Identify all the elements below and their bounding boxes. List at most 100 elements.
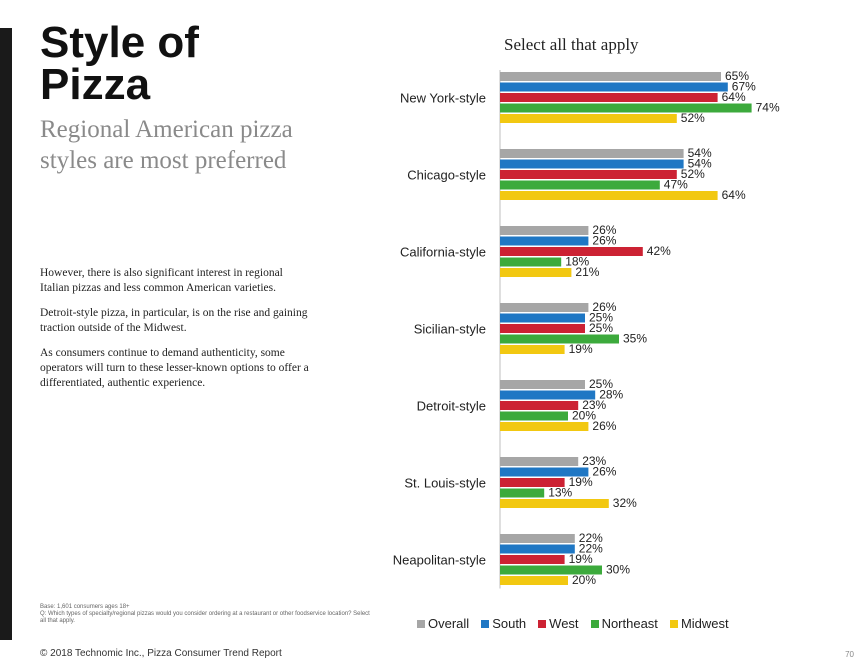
bar-detroit-style-south (500, 390, 596, 400)
legend-item-northeast: Northeast (590, 616, 658, 631)
data-label-california-style-south: 26% (592, 234, 616, 248)
legend-label-overall: Overall (428, 616, 470, 631)
chart-legend: Overall South West Northeast Midwest (417, 616, 729, 631)
data-label-detroit-style-south: 28% (599, 388, 623, 402)
bar-st-louis-style-overall (500, 457, 579, 466)
bar-sicilian-style-midwest (500, 345, 565, 354)
data-label-sicilian-style-midwest: 19% (569, 342, 593, 356)
legend-swatch-northeast (590, 619, 599, 628)
data-label-sicilian-style-south: 25% (589, 311, 613, 325)
bar-neapolitan-style-midwest (500, 576, 568, 585)
category-label-california-style: California-style (400, 244, 486, 259)
legend-item-south: South (481, 616, 526, 631)
data-label-neapolitan-style-midwest: 20% (572, 573, 596, 587)
legend-swatch-south (481, 619, 490, 628)
footnote: Base: 1,601 consumers ages 18+ Q: Which … (40, 604, 370, 625)
data-label-california-style-west: 42% (647, 244, 671, 258)
bar-detroit-style-northeast (500, 411, 568, 421)
category-label-neapolitan-style: Neapolitan-style (393, 552, 486, 567)
bar-new-york-style-west (500, 93, 718, 102)
bar-st-louis-style-west (500, 478, 565, 487)
data-label-new-york-style-overall: 65% (725, 69, 749, 83)
bar-neapolitan-style-northeast (500, 565, 602, 575)
bar-sicilian-style-northeast (500, 334, 619, 344)
bar-california-style-south (500, 236, 589, 246)
bar-detroit-style-west (500, 401, 579, 410)
bar-california-style-west (500, 247, 643, 256)
bar-new-york-style-overall (500, 72, 721, 81)
bar-chicago-style-west (500, 170, 677, 179)
legend-swatch-overall (417, 619, 425, 628)
legend-label-west: West (549, 616, 579, 631)
bar-chicago-style-south (500, 159, 684, 169)
bar-chicago-style-northeast (500, 180, 660, 190)
bar-california-style-overall (500, 226, 589, 235)
body-paragraph-3: As consumers continue to demand authenti… (40, 347, 309, 389)
bar-st-louis-style-northeast (500, 488, 545, 498)
data-label-detroit-style-midwest: 26% (592, 419, 616, 433)
legend-label-northeast: Northeast (601, 616, 658, 631)
data-label-sicilian-style-northeast: 35% (623, 332, 647, 346)
bar-neapolitan-style-overall (500, 534, 575, 543)
legend-item-midwest: Midwest (669, 616, 729, 631)
bar-california-style-midwest (500, 268, 572, 277)
data-label-new-york-style-midwest: 52% (681, 111, 705, 125)
bar-new-york-style-northeast (500, 103, 752, 113)
legend-item-overall: Overall (417, 616, 469, 631)
footnote-question: Q: Which types of specialty/regional piz… (40, 611, 370, 624)
data-label-chicago-style-overall: 54% (688, 146, 712, 160)
category-label-sicilian-style: Sicilian-style (414, 321, 486, 336)
data-label-california-style-northeast: 18% (565, 255, 589, 269)
bar-sicilian-style-south (500, 313, 585, 323)
bar-st-louis-style-south (500, 467, 589, 477)
data-label-neapolitan-style-south: 22% (579, 542, 603, 556)
data-label-neapolitan-style-overall: 22% (579, 531, 603, 545)
legend-swatch-west (538, 619, 547, 628)
data-label-detroit-style-northeast: 20% (572, 409, 596, 423)
slide-subtitle: Regional American pizza styles are most … (40, 116, 293, 174)
data-label-st-louis-style-west: 19% (569, 475, 593, 489)
left-accent-bar (0, 28, 12, 640)
category-label-st-louis-style: St. Louis-style (404, 475, 486, 490)
bar-california-style-northeast (500, 257, 562, 267)
data-label-chicago-style-west: 52% (681, 167, 705, 181)
bar-neapolitan-style-south (500, 544, 575, 554)
bar-detroit-style-midwest (500, 422, 589, 431)
bar-chicago-style-overall (500, 149, 684, 158)
bar-chicago-style-midwest (500, 191, 718, 200)
data-label-detroit-style-west: 23% (582, 398, 606, 412)
bar-neapolitan-style-west (500, 555, 565, 564)
data-label-california-style-midwest: 21% (575, 265, 599, 279)
body-paragraph-2: Detroit-style pizza, in particular, is o… (40, 307, 308, 334)
footer-copyright: © 2018 Technomic Inc., Pizza Consumer Tr… (40, 648, 282, 659)
data-label-chicago-style-south: 54% (688, 157, 712, 171)
data-label-neapolitan-style-northeast: 30% (606, 563, 630, 577)
footnote-base: Base: 1,601 consumers ages 18+ (40, 604, 130, 610)
legend-swatch-midwest (669, 619, 678, 628)
body-text: However, there is also significant inter… (40, 266, 310, 401)
data-label-chicago-style-midwest: 64% (722, 188, 746, 202)
data-label-st-louis-style-midwest: 32% (613, 496, 637, 510)
category-label-detroit-style: Detroit-style (417, 398, 486, 413)
bar-sicilian-style-west (500, 324, 585, 333)
bar-st-louis-style-midwest (500, 499, 609, 508)
category-label-new-york-style: New York-style (400, 90, 486, 105)
bar-sicilian-style-overall (500, 303, 589, 312)
bar-new-york-style-midwest (500, 114, 677, 123)
category-label-chicago-style: Chicago-style (407, 167, 486, 182)
body-paragraph-1: However, there is also significant inter… (40, 267, 283, 294)
bar-new-york-style-south (500, 82, 728, 92)
data-label-sicilian-style-west: 25% (589, 321, 613, 335)
legend-label-south: South (492, 616, 527, 631)
bar-detroit-style-overall (500, 380, 585, 389)
data-label-chicago-style-northeast: 47% (664, 178, 688, 192)
data-label-new-york-style-west: 64% (722, 90, 746, 104)
data-label-sicilian-style-overall: 26% (592, 300, 616, 314)
data-label-detroit-style-overall: 25% (589, 377, 613, 391)
slide-title: Style of Pizza (40, 18, 199, 109)
data-label-st-louis-style-northeast: 13% (548, 486, 572, 500)
data-label-new-york-style-south: 67% (732, 80, 756, 94)
chart-title: Select all that apply (504, 35, 639, 54)
data-label-neapolitan-style-west: 19% (569, 552, 593, 566)
